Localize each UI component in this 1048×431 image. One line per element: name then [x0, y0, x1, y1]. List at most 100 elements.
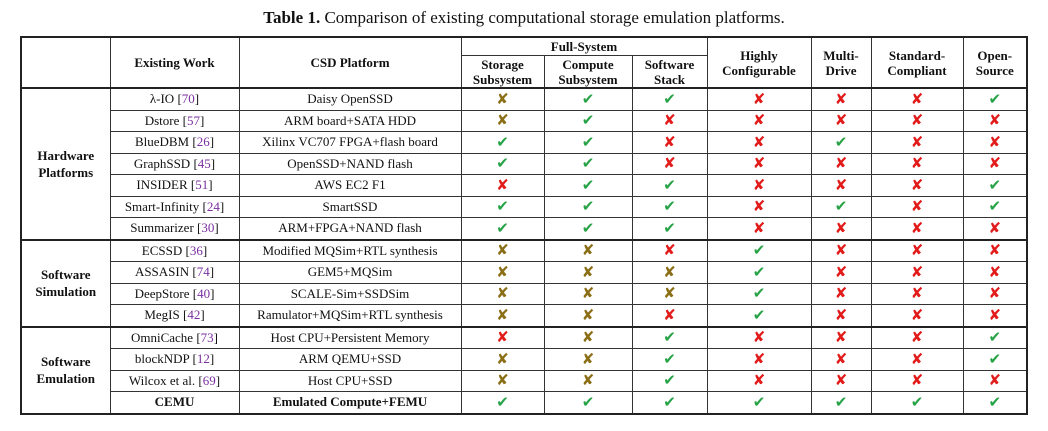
mark-cell: ✔: [460, 152, 545, 175]
partial-mark-icon: ✘: [581, 328, 595, 347]
cross-mark-icon: ✘: [910, 132, 924, 151]
citation-link[interactable]: 42: [187, 307, 201, 323]
mark-cell: ✔: [706, 238, 812, 262]
cross-mark-icon: ✘: [910, 111, 924, 130]
citation-link[interactable]: 12: [196, 351, 210, 367]
check-mark-icon: ✔: [834, 132, 848, 151]
mark-cell: ✘: [543, 261, 633, 284]
cross-mark-icon: ✘: [988, 218, 1002, 237]
mark-cell: ✔: [543, 109, 633, 132]
header-storage-subsystem: Storage Subsystem: [460, 55, 545, 89]
cross-mark-icon: ✘: [496, 328, 509, 347]
mark-cell: ✘: [810, 238, 872, 262]
cross-mark-icon: ✘: [663, 154, 676, 173]
cross-mark-icon: ✘: [910, 284, 924, 303]
mark-cell: ✘: [543, 369, 633, 392]
mark-cell: ✘: [870, 152, 964, 175]
citation-link[interactable]: 57: [186, 112, 200, 128]
existing-work-cell: BlueDBM [26]: [109, 131, 240, 154]
mark-cell: ✘: [543, 238, 633, 262]
partial-mark-icon: ✘: [496, 284, 509, 303]
mark-cell: ✘: [631, 152, 708, 175]
cross-mark-icon: ✘: [834, 241, 848, 260]
mark-cell: ✔: [631, 325, 708, 349]
partial-mark-icon: ✘: [496, 349, 509, 368]
mark-cell: ✔: [543, 391, 633, 414]
header-multi-drive: Multi-Drive: [810, 36, 872, 89]
mark-cell: ✘: [870, 131, 964, 154]
check-mark-icon: ✔: [663, 218, 676, 237]
citation-link[interactable]: 36: [189, 242, 203, 258]
header-highly-configurable: Highly Configurable: [706, 36, 812, 89]
cross-mark-icon: ✘: [663, 305, 676, 324]
citation-link[interactable]: 40: [197, 285, 211, 301]
mark-cell: ✘: [706, 195, 812, 218]
cross-mark-icon: ✘: [910, 154, 924, 173]
cross-mark-icon: ✘: [910, 197, 924, 216]
cross-mark-icon: ✘: [988, 132, 1002, 151]
mark-cell: ✘: [460, 238, 545, 262]
check-mark-icon: ✔: [752, 305, 766, 324]
partial-mark-icon: ✘: [581, 262, 595, 281]
citation-link[interactable]: 45: [197, 155, 211, 171]
work-name: BlueDBM: [134, 134, 190, 150]
cross-mark-icon: ✘: [988, 262, 1002, 281]
group-category: Software Simulation: [20, 238, 111, 327]
cross-mark-icon: ✘: [910, 89, 924, 108]
partial-mark-icon: ✘: [581, 349, 595, 368]
header-multidrive-text: Multi-Drive: [823, 47, 859, 78]
cross-mark-icon: ✘: [988, 305, 1002, 324]
mark-cell: ✔: [631, 217, 708, 240]
citation-link[interactable]: 69: [202, 372, 216, 388]
cross-mark-icon: ✘: [834, 218, 848, 237]
citation-link[interactable]: 51: [195, 177, 209, 193]
mark-cell: ✘: [810, 282, 872, 305]
table-caption: Table 1. Comparison of existing computat…: [0, 6, 1048, 36]
cross-mark-icon: ✘: [910, 175, 924, 194]
mark-cell: ✘: [543, 325, 633, 349]
mark-cell: ✘: [706, 131, 812, 154]
citation-link[interactable]: 30: [201, 220, 215, 236]
mark-cell: ✔: [962, 174, 1028, 197]
check-mark-icon: ✔: [752, 284, 766, 303]
citation-link[interactable]: 74: [196, 264, 210, 280]
csd-platform-cell: Host CPU+SSD: [238, 369, 462, 392]
csd-platform-cell: Emulated Compute+FEMU: [238, 391, 462, 414]
mark-cell: ✘: [631, 282, 708, 305]
mark-cell: ✘: [706, 325, 812, 349]
partial-mark-icon: ✘: [496, 241, 509, 260]
cross-mark-icon: ✘: [752, 218, 766, 237]
existing-work-cell: ASSASIN [74]: [109, 261, 240, 284]
existing-work-cell: DeepStore [40]: [109, 282, 240, 305]
check-mark-icon: ✔: [663, 328, 676, 347]
citation-link[interactable]: 24: [206, 198, 220, 214]
citation-link[interactable]: 70: [181, 91, 195, 107]
existing-work-cell: OmniCache [73]: [109, 325, 240, 349]
table-row: Dstore [57] ARM board+SATA HDD ✘ ✔ ✘ ✘ ✘ ✘ ✘: [21, 109, 1028, 132]
cross-mark-icon: ✘: [834, 349, 848, 368]
header-standard-text: Standard-Compliant: [887, 47, 947, 78]
cross-mark-icon: ✘: [988, 241, 1002, 260]
citation-link[interactable]: 26: [196, 134, 210, 150]
mark-cell: ✔: [543, 174, 633, 197]
partial-mark-icon: ✘: [581, 305, 595, 324]
mark-cell: ✘: [460, 261, 545, 284]
mark-cell: ✘: [870, 238, 964, 262]
check-mark-icon: ✔: [581, 132, 595, 151]
csd-platform-cell: Host CPU+Persistent Memory: [238, 325, 462, 349]
work-name: CEMU: [154, 394, 195, 410]
group-category: Software Emulation: [20, 325, 111, 414]
mark-cell: ✘: [706, 217, 812, 240]
header-software-stack: Software Stack: [631, 55, 708, 89]
mark-cell: ✘: [870, 348, 964, 371]
cross-mark-icon: ✘: [910, 328, 924, 347]
mark-cell: ✔: [962, 195, 1028, 218]
table-row: INSIDER [51] AWS EC2 F1 ✘ ✔ ✔ ✘ ✘ ✘ ✔: [21, 174, 1028, 197]
citation-link[interactable]: 73: [200, 329, 214, 345]
cross-mark-icon: ✘: [834, 328, 848, 347]
cross-mark-icon: ✘: [988, 154, 1002, 173]
check-mark-icon: ✔: [581, 154, 595, 173]
csd-platform-cell: Xilinx VC707 FPGA+flash board: [238, 131, 462, 154]
check-mark-icon: ✔: [581, 218, 595, 237]
cross-mark-icon: ✘: [752, 175, 766, 194]
